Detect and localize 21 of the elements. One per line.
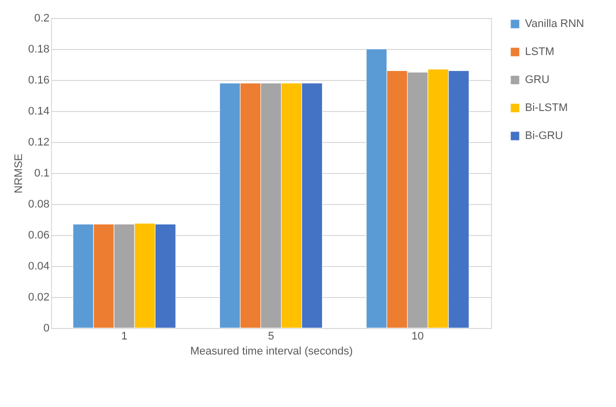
y-tick-label: 0.1 <box>34 168 50 180</box>
legend-label: Bi-LSTM <box>525 102 568 114</box>
y-tick-label: 0 <box>43 322 50 334</box>
y-tick-label: 0.04 <box>28 260 50 272</box>
y-tick-label: 0.14 <box>28 106 50 118</box>
y-tick-label: 0.2 <box>34 12 50 24</box>
y-tick-label: 0.16 <box>28 74 50 86</box>
y-tick-label: 0.06 <box>28 230 50 242</box>
legend-label: LSTM <box>525 46 554 58</box>
legend-label: Bi-GRU <box>525 130 563 142</box>
legend-label: Vanilla RNN <box>525 18 584 30</box>
y-axis-title: NRMSE <box>13 154 26 194</box>
legend-label: GRU <box>525 74 550 86</box>
x-axis-title: Measured time interval (seconds) <box>190 346 353 358</box>
y-tick-label: 0.18 <box>28 44 50 56</box>
x-tick-label: 1 <box>121 330 128 342</box>
y-tick-label: 0.02 <box>28 292 50 304</box>
y-tick-label: 0.12 <box>28 136 50 148</box>
x-tick-label: 5 <box>268 330 274 342</box>
x-tick-label: 10 <box>412 330 424 342</box>
y-tick-label: 0.08 <box>28 198 50 210</box>
